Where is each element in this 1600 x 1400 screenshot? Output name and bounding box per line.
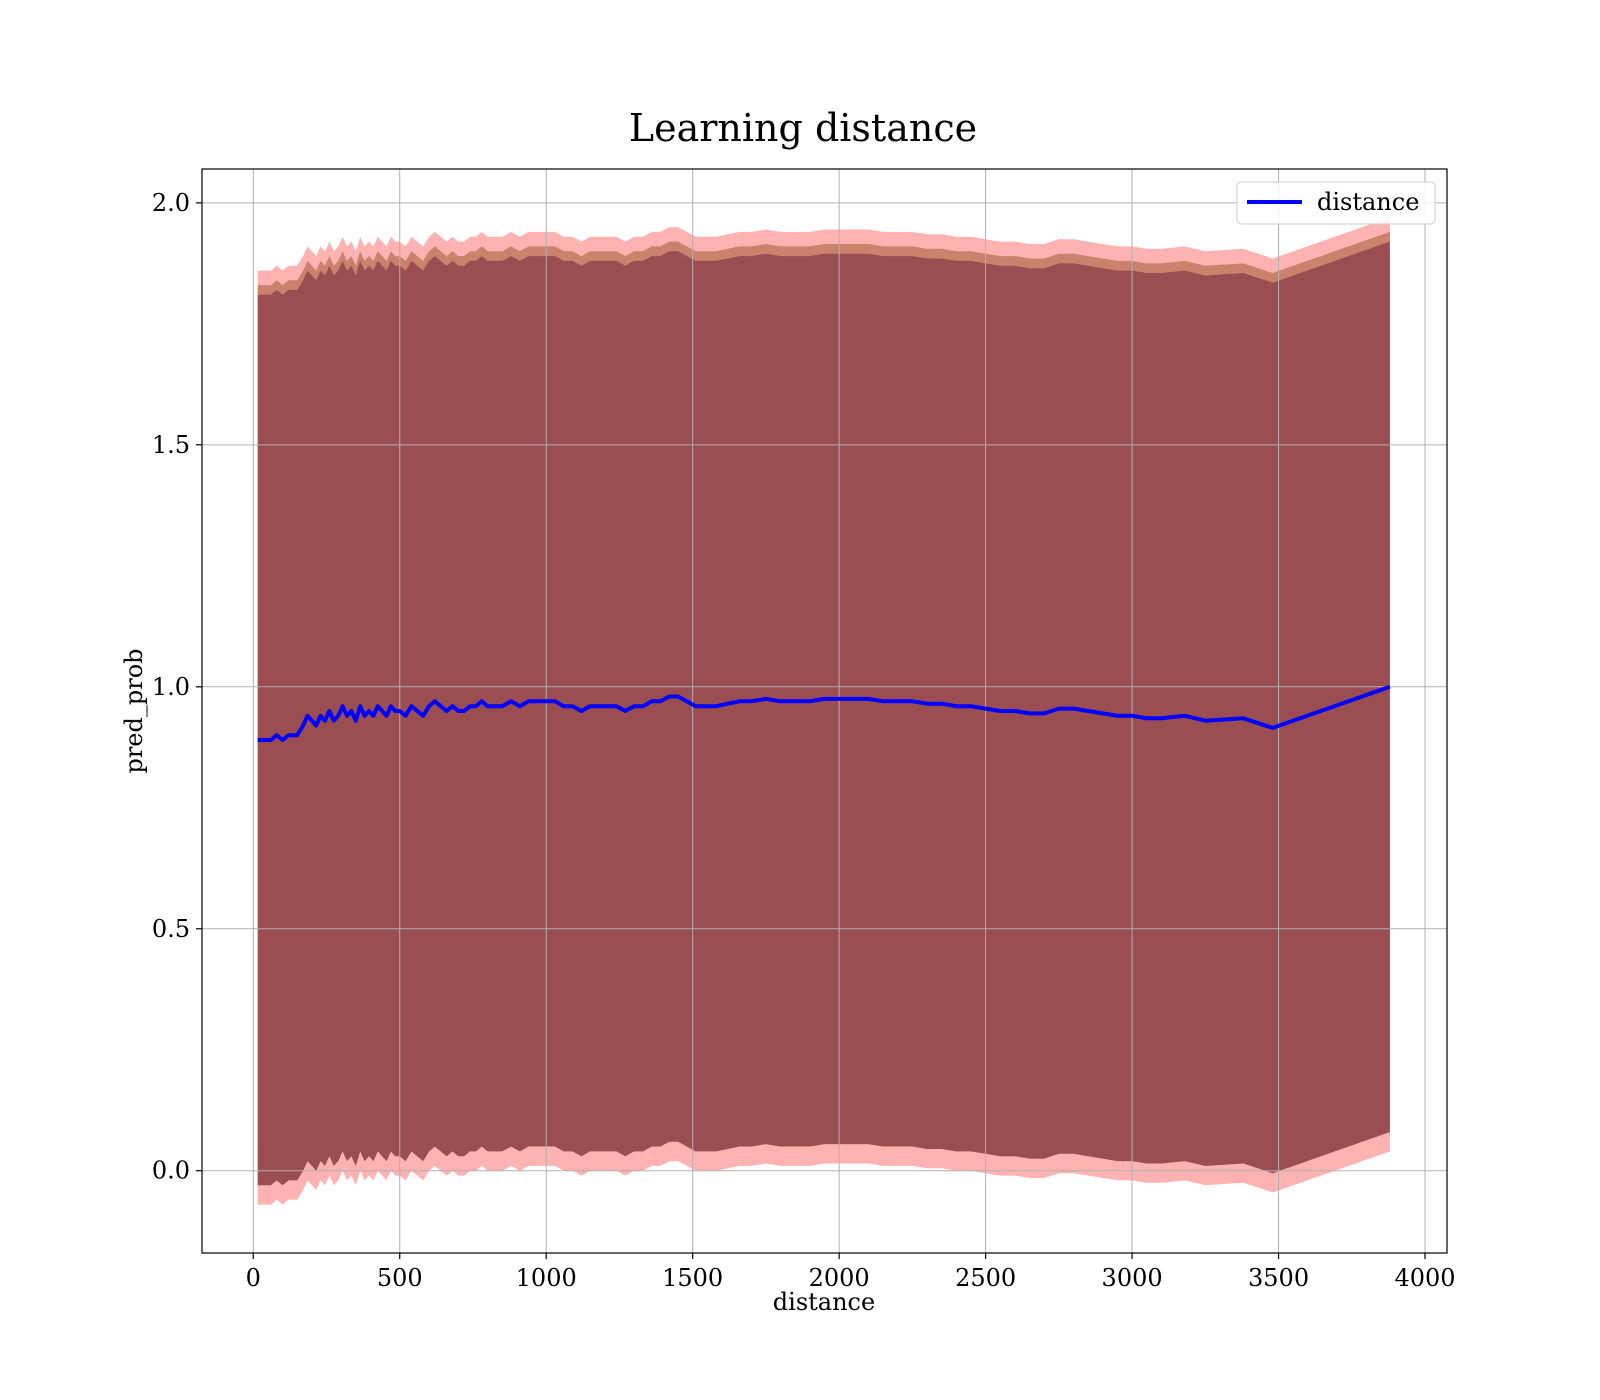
y-tick-label-1: 0.5 [152,915,190,943]
series-line-distance [257,684,1391,742]
x-axis-label: distance [773,1288,875,1316]
y-tick-label-0: 0.0 [152,1157,190,1185]
x-tick-label-4: 2000 [809,1264,870,1292]
legend: distance [1236,181,1436,225]
x-tick-label-8: 4000 [1394,1264,1455,1292]
y-tick-label-2: 1.0 [152,673,190,701]
y-axis-label: pred_prob [120,648,148,773]
x-tick-label-7: 3500 [1248,1264,1309,1292]
x-tick-label-1: 500 [377,1264,423,1292]
x-tick-label-5: 2500 [955,1264,1016,1292]
x-axis-ticks: 0 500 1000 1500 2000 2500 3000 3500 4000 [246,1253,1456,1292]
grid-lines [202,169,1447,1253]
y-axis-ticks: 0.0 0.5 1.0 1.5 2.0 [152,189,202,1185]
x-tick-label-3: 1500 [662,1264,723,1292]
legend-box [1236,181,1436,225]
series-lines [257,684,1391,742]
chart-title: Learning distance [629,106,977,150]
plot-frame [201,168,1448,1254]
legend-label-distance: distance [1317,188,1419,216]
y-tick-label-4: 2.0 [152,189,190,217]
x-tick-label-0: 0 [246,1264,261,1292]
band-2 [257,241,1390,1186]
confidence-bands [257,217,1390,1205]
x-tick-label-2: 1000 [516,1264,577,1292]
y-tick-label-3: 1.5 [152,431,190,459]
x-tick-label-6: 3000 [1102,1264,1163,1292]
